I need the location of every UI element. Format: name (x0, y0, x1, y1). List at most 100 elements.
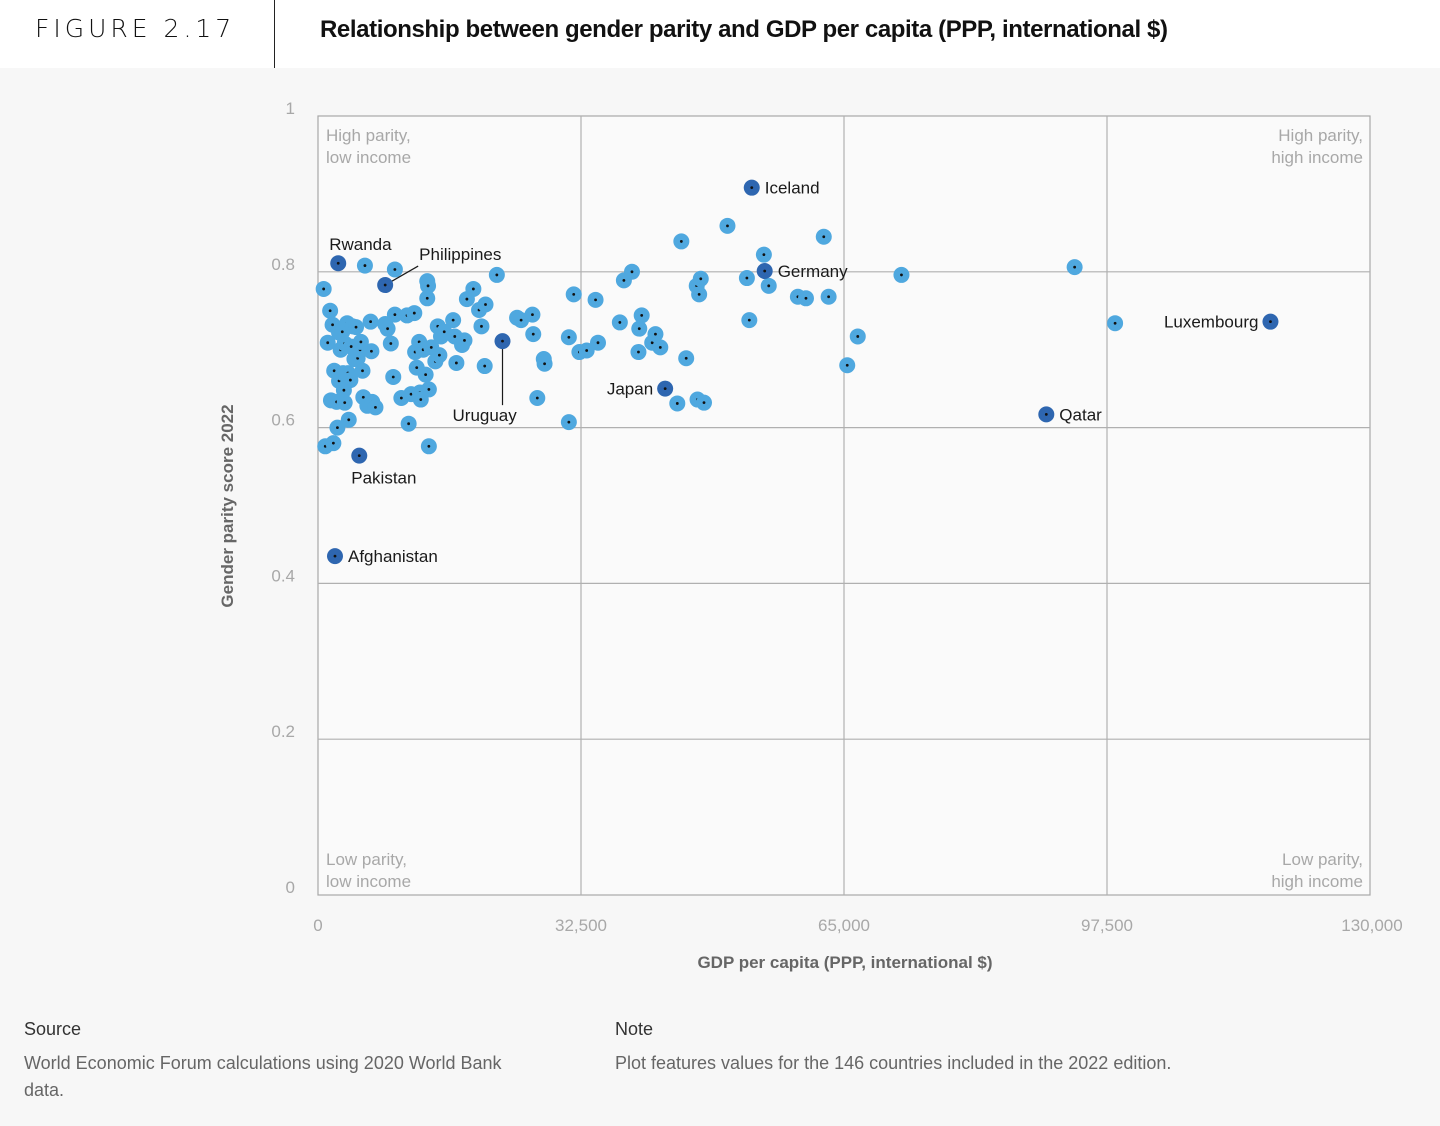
data-point-center (594, 298, 597, 302)
data-point (329, 419, 346, 436)
highlight-point-uruguay: Uruguay (453, 333, 518, 425)
highlight-point-qatar: Qatar (1038, 405, 1102, 424)
data-point (738, 270, 755, 287)
data-point-center (767, 284, 771, 288)
highlight-point-iceland: Iceland (743, 179, 820, 198)
highlighted-points: Iceland Rwanda Philippines Germany Luxembour… (326, 179, 1279, 566)
data-point (319, 334, 336, 351)
data-point-center (822, 235, 826, 239)
axis-ticks: 0 0.2 0.4 0.6 0.8 1 0 32,500 65,000 97,500 130,000 (271, 99, 1402, 935)
country-label: Iceland (765, 179, 820, 198)
data-point-center (453, 335, 457, 338)
data-point-center (471, 287, 475, 291)
x-tick-label: 65,000 (818, 916, 870, 935)
grid (317, 115, 1371, 896)
data-point-center (585, 349, 589, 352)
data-point (696, 394, 713, 411)
data-point-center (454, 361, 458, 365)
data-point (692, 270, 709, 287)
highlight-center (1044, 412, 1048, 416)
data-point-center (567, 335, 571, 339)
data-point (420, 277, 437, 294)
data-point (367, 399, 384, 416)
source-heading: Source (24, 1019, 82, 1039)
x-axis-title: GDP per capita (PPP, international $) (697, 953, 993, 972)
highlight-center (663, 387, 667, 391)
data-point (406, 305, 423, 322)
y-tick-label: 0.6 (271, 411, 295, 430)
figure-title: Relationship between gender parity and G… (320, 16, 1168, 43)
quadrant-label-bottom-left: Low parity, low income (326, 850, 411, 891)
data-point (340, 411, 357, 428)
figure-header: FIGURE 2.17 Relationship between gender … (0, 0, 1440, 68)
data-point (417, 366, 434, 383)
data-point (587, 291, 604, 308)
highlight-center (750, 186, 754, 190)
data-point-center (331, 441, 335, 445)
quadrant-labels: High parity, low income High parity, high i… (326, 126, 1363, 891)
data-point (362, 313, 379, 330)
data-point (1066, 259, 1083, 276)
data-point (382, 335, 399, 352)
data-point (647, 326, 664, 343)
country-label: Uruguay (453, 406, 518, 425)
data-point-center (567, 420, 571, 424)
data-point (755, 246, 772, 263)
data-point (352, 333, 369, 350)
data-point-center (354, 325, 358, 329)
data-point-center (343, 401, 347, 405)
quadrant-label-bottom-right: Low parity, high income (1271, 850, 1363, 891)
data-points (315, 217, 1124, 455)
data-point (322, 302, 339, 319)
data-point (354, 362, 371, 379)
data-point (420, 381, 437, 398)
figure-label: FIGURE 2.17 (35, 14, 236, 43)
data-point-center (726, 224, 729, 228)
note-heading: Note (615, 1019, 654, 1039)
data-point-center (389, 342, 393, 345)
x-tick-label: 0 (313, 916, 322, 935)
data-point-center (427, 444, 431, 448)
country-label: Qatar (1059, 405, 1102, 424)
note-text: Plot features values for the 146 countri… (615, 1053, 1172, 1073)
data-point-center (572, 292, 576, 296)
data-point (815, 228, 832, 245)
data-point (476, 358, 493, 375)
data-point-center (419, 398, 423, 401)
data-point (760, 277, 777, 294)
country-label: Japan (607, 380, 653, 399)
data-point-center (326, 341, 330, 345)
data-point (336, 394, 353, 411)
data-point-center (336, 426, 339, 429)
data-point-center (900, 273, 903, 277)
data-point (529, 389, 546, 406)
data-point-center (424, 373, 428, 377)
data-point-center (340, 330, 344, 334)
data-point (525, 326, 542, 343)
source-text: World Economic Forum calculations using … (24, 1053, 502, 1100)
data-point-center (361, 369, 364, 373)
highlight-center (763, 269, 767, 273)
data-point-center (331, 323, 334, 327)
data-point (342, 372, 359, 389)
highlight-center (383, 283, 387, 287)
country-label: Afghanistan (348, 547, 438, 566)
highlight-center (1269, 320, 1272, 324)
data-point-center (437, 353, 441, 357)
data-point-center (747, 318, 751, 322)
data-point-center (369, 320, 372, 324)
data-point (325, 435, 342, 452)
data-point-center (804, 296, 808, 300)
highlight-point-japan: Japan (607, 380, 674, 399)
data-point (363, 343, 380, 360)
data-point-center (637, 350, 640, 354)
y-tick-label: 0.4 (271, 566, 295, 585)
highlight-point-luxembourg: Luxembourg (1164, 313, 1279, 332)
data-point-center (393, 313, 397, 317)
data-point-center (349, 345, 353, 348)
data-point (849, 328, 866, 345)
highlight-center (501, 339, 504, 343)
data-point-center (640, 314, 644, 317)
data-point-center (622, 278, 626, 282)
data-point (400, 415, 417, 432)
